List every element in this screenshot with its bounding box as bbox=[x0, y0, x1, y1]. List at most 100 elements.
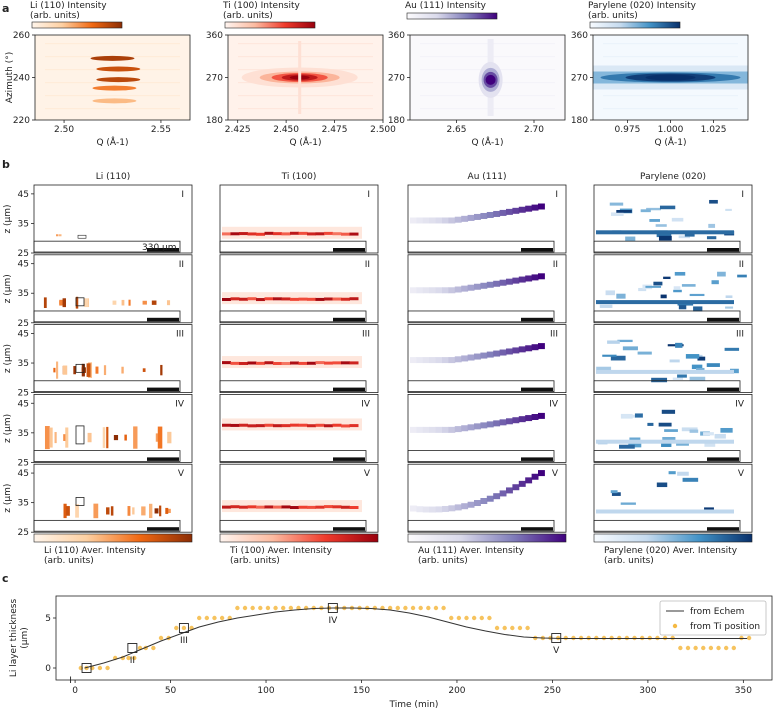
li-signal bbox=[154, 508, 159, 514]
au-layer bbox=[538, 470, 545, 477]
ti-layer bbox=[298, 505, 308, 509]
x-axis-label: Q (Å-1) bbox=[471, 136, 503, 148]
au-layer bbox=[506, 418, 513, 425]
y-axis-label: z (μm) bbox=[3, 344, 13, 373]
au-layer bbox=[480, 498, 488, 505]
parylene-signal bbox=[661, 442, 672, 447]
x-axis-label: Q (Å-1) bbox=[289, 136, 321, 148]
ti-position-point bbox=[212, 615, 217, 621]
row-label: I bbox=[181, 190, 184, 200]
au-layer bbox=[467, 284, 475, 291]
au-layer bbox=[435, 287, 443, 294]
ti-layer bbox=[222, 505, 231, 509]
au-layer bbox=[512, 417, 520, 424]
ti-layer bbox=[230, 505, 240, 509]
au-layer bbox=[506, 208, 513, 215]
li-signal bbox=[110, 506, 114, 516]
heatmap-a-3: 2.65 2.70 180 270 360 Q (Å-1) Au (111) Intensi… bbox=[388, 1, 566, 148]
ti-layer bbox=[315, 361, 325, 365]
parylene-signal bbox=[664, 429, 678, 432]
li-signal bbox=[63, 503, 67, 519]
parylene-signal bbox=[607, 340, 620, 344]
li-signal bbox=[87, 432, 92, 443]
plot-frame bbox=[407, 463, 567, 533]
plot-frame bbox=[593, 393, 753, 463]
map-li-IV: IV 25 35 45 z (μm) bbox=[3, 393, 193, 468]
ti-position-point bbox=[174, 625, 179, 631]
heatmap-a-1: 2.50 2.55 220 240 260 Q (Å-1) Azimuth (°) Li (1… bbox=[5, 1, 191, 148]
scale-bar bbox=[521, 248, 553, 252]
li-signal bbox=[63, 434, 66, 441]
au-layer bbox=[467, 354, 475, 361]
parylene-layer bbox=[596, 509, 734, 514]
li-signal bbox=[106, 426, 109, 449]
ti-layer bbox=[273, 297, 282, 301]
scale-bar-label: 330 μm bbox=[142, 243, 177, 253]
legend-label: from Echem bbox=[690, 607, 744, 617]
parylene-signal bbox=[703, 432, 714, 436]
legend-label: from Ti position bbox=[690, 622, 760, 632]
ti-layer bbox=[349, 506, 359, 510]
au-layer bbox=[435, 217, 443, 224]
y-tick-label: 35 bbox=[18, 359, 29, 369]
map-pa-V: V bbox=[593, 463, 753, 533]
row-label: IV bbox=[175, 399, 185, 409]
y-tick-label: 45 bbox=[18, 260, 29, 270]
ti-position-point bbox=[433, 605, 439, 611]
row-label: II bbox=[739, 260, 744, 270]
au-layer bbox=[429, 506, 437, 513]
plot-background bbox=[220, 464, 378, 533]
scale-bar bbox=[333, 317, 365, 322]
parylene-signal bbox=[659, 205, 676, 210]
li-signal bbox=[121, 299, 125, 306]
au-layer bbox=[480, 422, 488, 429]
time-marker bbox=[178, 623, 189, 633]
ti-position-point bbox=[250, 605, 255, 611]
au-layer bbox=[416, 426, 424, 433]
au-layer bbox=[461, 215, 469, 222]
au-layer bbox=[442, 287, 449, 294]
map-ti-V: V bbox=[219, 463, 379, 533]
li-signal bbox=[86, 363, 91, 377]
echem-line bbox=[84, 607, 748, 669]
ti-layer bbox=[341, 297, 350, 301]
ti-layer bbox=[281, 505, 291, 509]
li-signal bbox=[44, 426, 50, 450]
y-tick-label: 240 bbox=[13, 74, 30, 84]
y-tick-label: 260 bbox=[13, 31, 30, 41]
map-ti-III: III bbox=[219, 324, 379, 394]
x-tick-label: 2.65 bbox=[446, 125, 466, 135]
time-marker bbox=[551, 633, 562, 643]
parylene-signal bbox=[620, 502, 636, 505]
ti-layer bbox=[307, 424, 316, 428]
scale-bar bbox=[521, 457, 553, 461]
au-layer bbox=[531, 204, 539, 211]
au-layer bbox=[538, 343, 545, 350]
ti-layer bbox=[307, 361, 316, 365]
colorbar bbox=[589, 21, 681, 29]
li-signal bbox=[95, 366, 99, 374]
parylene-signal bbox=[616, 293, 626, 299]
ti-layer bbox=[332, 232, 342, 236]
x-tick-label: 50 bbox=[165, 686, 177, 696]
plot-frame bbox=[219, 184, 379, 254]
ti-layer bbox=[222, 423, 231, 427]
parylene-signal bbox=[706, 363, 720, 367]
li-signal bbox=[59, 234, 62, 237]
ti-layer bbox=[256, 505, 265, 509]
plot-background bbox=[34, 185, 192, 253]
ti-layer bbox=[307, 232, 316, 236]
y-tick-label: 220 bbox=[13, 116, 30, 126]
scale-bar bbox=[333, 457, 365, 461]
li-signal bbox=[132, 507, 135, 515]
ti-position-point bbox=[464, 615, 469, 621]
au-layer bbox=[486, 495, 494, 502]
ti-layer bbox=[256, 232, 265, 236]
column-title: Li (110) bbox=[96, 172, 131, 182]
map-au-III: III bbox=[407, 324, 567, 394]
ti-layer bbox=[239, 297, 248, 301]
ti-layer bbox=[264, 505, 274, 509]
au-layer bbox=[480, 352, 488, 359]
li-signal bbox=[142, 368, 146, 372]
x-tick-label: 1.000 bbox=[658, 125, 684, 135]
